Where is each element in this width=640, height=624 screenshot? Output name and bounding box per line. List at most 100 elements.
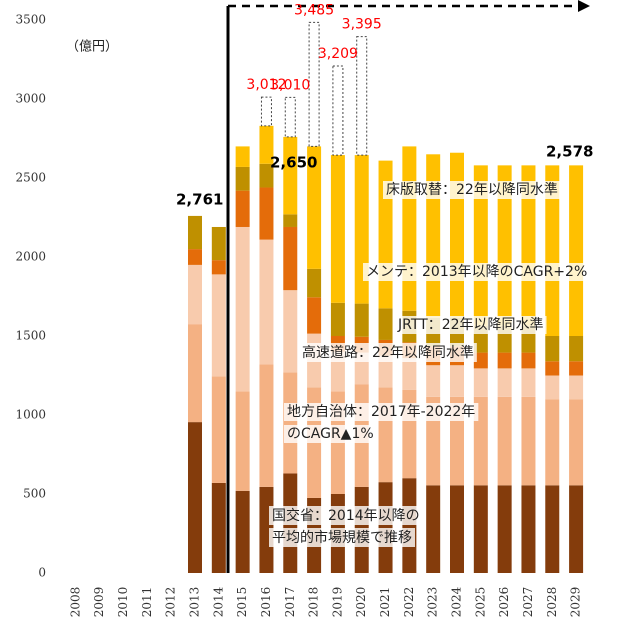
bar-segment <box>235 226 250 392</box>
bar-segment <box>259 163 274 188</box>
total-label: 3,209 <box>318 46 358 62</box>
bar-segment <box>378 482 393 573</box>
label-background <box>269 528 415 547</box>
bar-segment <box>426 154 441 318</box>
bar-segment <box>259 239 274 365</box>
annotation: のCAGR▲1% <box>287 426 374 442</box>
overlay: （億円） 2,761 2,650 2,578 床版取替：22年以降同水準 メンテ… <box>66 0 593 573</box>
bar-segment <box>354 303 369 337</box>
x-tick-label: 2022 <box>402 587 416 618</box>
y-tick-label: 1000 <box>15 408 46 422</box>
bar-segment <box>378 355 393 388</box>
bar-segment <box>188 422 202 573</box>
bar-segment <box>259 364 274 487</box>
x-tick-label: 2008 <box>68 587 82 618</box>
y-tick-label: 2500 <box>15 171 46 185</box>
label-background <box>284 403 479 421</box>
x-tick-label: 2029 <box>569 587 583 618</box>
x-tick-label: 2013 <box>188 587 202 618</box>
annotation: JRTT：22年以降同水準 <box>397 317 544 333</box>
x-tick-label: 2026 <box>497 587 511 618</box>
bar-segment <box>569 336 584 362</box>
bar-segment <box>497 368 512 397</box>
bar-segment <box>188 264 202 325</box>
bar-segment <box>330 302 345 336</box>
bar-segment <box>569 165 584 336</box>
dashed-total <box>308 21 320 147</box>
y-tick-label: 2000 <box>15 250 46 264</box>
bar-segment <box>211 226 226 261</box>
bar-segment <box>188 215 202 250</box>
bar-segment <box>402 358 417 390</box>
bar-segment <box>473 368 488 397</box>
annotation: 平均的市場規模で推移 <box>272 529 412 546</box>
annotation: 2,578 <box>546 143 593 161</box>
x-tick-label: 2025 <box>473 587 487 618</box>
bar-segment <box>426 365 441 397</box>
label-background <box>299 343 477 362</box>
bar-segment <box>235 166 250 191</box>
total-label: 3,012 <box>246 77 286 93</box>
unit-label: （億円） <box>66 39 118 55</box>
bar-segment <box>259 125 274 164</box>
bar-segment <box>235 190 250 227</box>
bar-segment <box>569 361 584 376</box>
bar-segment <box>545 485 560 573</box>
x-tick-label: 2016 <box>259 587 273 618</box>
x-tick-label: 2018 <box>307 587 321 618</box>
bars <box>188 21 584 573</box>
bar-segment <box>259 187 274 240</box>
bar-segment <box>235 490 250 573</box>
label-background <box>363 263 591 281</box>
x-tick-label: 2023 <box>426 587 440 618</box>
bar-segment <box>450 365 464 397</box>
dashed-total <box>284 96 296 138</box>
bar-segment <box>569 485 584 573</box>
annotation: 高速道路：22年以降同水準 <box>302 344 474 361</box>
bar-segment <box>307 268 322 298</box>
x-tick-label: 2019 <box>330 587 344 618</box>
x-tick-label: 2024 <box>450 586 464 617</box>
bar-segment <box>521 368 536 397</box>
bar-segment <box>521 485 536 573</box>
annotation: 床版取替：22年以降同水準 <box>386 182 558 198</box>
dashed-total <box>332 65 344 156</box>
bar-segment <box>307 297 322 334</box>
bar-segment <box>402 146 417 311</box>
x-tick-label: 2009 <box>92 587 106 618</box>
y-tick-label: 500 <box>23 487 46 501</box>
bar-segment <box>521 165 536 326</box>
bar-segment <box>545 336 560 362</box>
x-tick-label: 2011 <box>140 587 154 618</box>
bar-segment <box>211 376 226 483</box>
total-label: 3,010 <box>270 77 310 93</box>
bar-segment <box>378 387 393 483</box>
y-tick-label: 0 <box>38 566 46 580</box>
bar-segment <box>497 396 512 486</box>
bar-segment <box>211 482 226 573</box>
bar-segment <box>545 375 560 400</box>
bar-segment <box>473 352 488 369</box>
bar-segment <box>545 165 560 336</box>
bar-segment <box>283 226 298 291</box>
bar-segment <box>283 214 298 227</box>
bar-segment <box>521 396 536 486</box>
bar-segment <box>426 485 441 573</box>
bar-segment <box>235 146 250 167</box>
x-tick-label: 2010 <box>116 587 130 618</box>
total-label: 3,485 <box>294 2 334 18</box>
total-label: 3,395 <box>342 17 382 33</box>
annotation: 2,761 <box>176 191 223 209</box>
bar-segment <box>497 165 512 326</box>
bar-segment <box>378 308 393 340</box>
bar-segment <box>354 155 369 304</box>
label-background <box>394 316 547 334</box>
bar-segment <box>569 399 584 486</box>
x-tick-label: 2021 <box>378 587 392 618</box>
bar-segment <box>545 399 560 486</box>
dashed-total <box>260 96 272 127</box>
bar-segment <box>211 274 226 377</box>
bar-segment <box>450 152 464 318</box>
bar-segment <box>569 375 584 400</box>
